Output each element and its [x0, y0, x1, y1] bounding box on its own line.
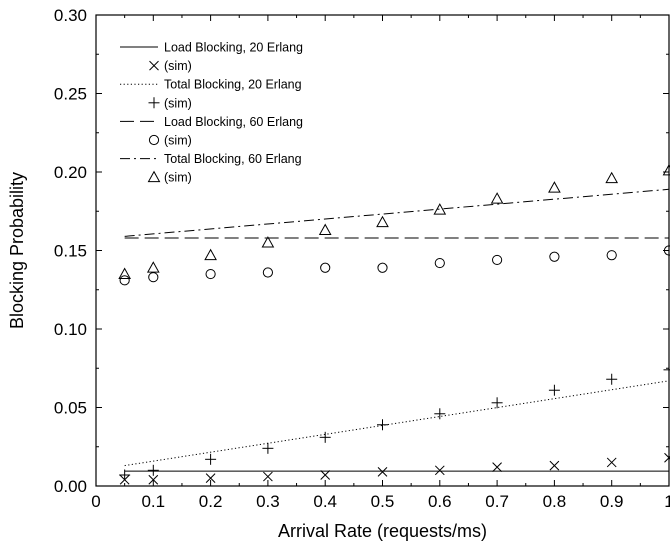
y-tick-label: 0.25 — [54, 85, 87, 104]
y-tick-label: 0.30 — [54, 6, 87, 25]
legend-label: Load Blocking, 20 Erlang — [164, 41, 303, 55]
data-point-circle — [148, 272, 159, 283]
legend-label: Load Blocking, 60 Erlang — [164, 115, 303, 129]
data-point-circle — [119, 275, 130, 286]
y-tick-label: 0.05 — [54, 399, 87, 418]
series-line-6 — [124, 188, 670, 237]
data-point-plus — [377, 419, 388, 431]
data-point-triangle — [433, 203, 447, 215]
legend-marker-plus — [148, 97, 160, 109]
legend-item: (sim) — [149, 59, 192, 73]
x-tick-label: 0.8 — [543, 492, 567, 511]
data-point-circle — [492, 254, 503, 266]
legend-label: Total Blocking, 20 Erlang — [164, 78, 302, 92]
legend-item: (sim) — [147, 170, 192, 185]
x-tick-label: 0.1 — [141, 492, 165, 511]
data-point-plus — [491, 397, 503, 409]
data-point-triangle — [548, 181, 561, 193]
data-point-x — [263, 471, 273, 482]
data-point-plus — [262, 442, 274, 454]
data-point-x — [492, 462, 502, 473]
data-point-plus — [147, 464, 159, 476]
data-point-plus — [548, 384, 560, 396]
legend-marker-circle — [148, 134, 160, 146]
data-point-circle — [377, 262, 388, 273]
data-point-x — [549, 460, 560, 471]
series-lines-layer — [124, 188, 670, 472]
y-tick-label: 0.20 — [54, 163, 87, 182]
tick-labels-layer: 0 0.1 0.2 0.3 0.4 0.5 0.6 0.7 0.8 0.9 1 0.00 0.05 0.1… — [54, 6, 670, 511]
data-point-triangle — [605, 171, 619, 184]
data-point-x — [320, 470, 331, 480]
legend-item: (sim) — [148, 96, 192, 110]
x-tick-label: 0.4 — [313, 492, 337, 511]
legend-label: Total Blocking, 60 Erlang — [164, 152, 302, 166]
legend-item: Load Blocking, 60 Erlang — [120, 115, 303, 129]
data-point-x — [434, 465, 445, 476]
data-point-plus — [434, 408, 446, 420]
data-point-x — [606, 457, 617, 468]
legend-label: (sim) — [164, 171, 192, 185]
legend: Load Blocking, 20 Erlang (sim) Total Block… — [120, 41, 303, 185]
data-point-circle — [262, 267, 273, 278]
data-point-triangle — [118, 267, 131, 279]
legend-item: Total Blocking, 60 Erlang — [120, 152, 302, 166]
x-tick-label: 0.9 — [600, 492, 624, 511]
data-point-triangle — [261, 236, 275, 248]
data-point-plus — [205, 453, 217, 465]
legend-marker-x — [149, 60, 159, 71]
data-point-circle — [320, 262, 331, 273]
data-point-triangle — [376, 215, 389, 228]
data-point-triangle — [318, 223, 332, 235]
legend-label: (sim) — [164, 59, 192, 73]
data-point-x — [205, 473, 216, 484]
legend-item: Total Blocking, 20 Erlang — [120, 78, 302, 92]
plot-area-frame — [95, 14, 670, 487]
data-point-x — [377, 467, 388, 477]
legend-label: (sim) — [164, 96, 192, 110]
data-point-triangle — [204, 248, 217, 261]
x-tick-label: 0.3 — [256, 492, 280, 511]
data-point-circle — [434, 257, 445, 269]
y-axis-title: Blocking Probability — [7, 172, 27, 329]
x-tick-label: 0.6 — [428, 492, 452, 511]
legend-label: (sim) — [164, 134, 192, 148]
x-tick-label: 0.2 — [199, 492, 223, 511]
data-point-plus — [606, 373, 618, 385]
data-point-circle — [549, 251, 560, 262]
legend-item: (sim) — [148, 134, 192, 148]
series-markers-layer — [118, 163, 670, 485]
data-point-circle — [205, 268, 216, 280]
y-tick-label: 0.10 — [54, 320, 87, 339]
y-tick-label: 0.15 — [54, 242, 87, 261]
series-line-2 — [124, 380, 670, 467]
data-point-plus — [119, 469, 131, 481]
x-tick-label: 0.7 — [485, 492, 509, 511]
legend-item: Load Blocking, 20 Erlang — [120, 41, 303, 55]
x-tick-label: 0 — [91, 492, 100, 511]
x-axis-title: Arrival Rate (requests/ms) — [278, 521, 487, 541]
data-point-triangle — [490, 192, 504, 204]
y-tick-label: 0.00 — [54, 477, 87, 496]
x-tick-label: 0.5 — [371, 492, 395, 511]
x-tick-label: 1 — [664, 492, 670, 511]
legend-marker-triangle — [147, 170, 161, 183]
data-point-x — [148, 474, 159, 485]
data-point-circle — [606, 250, 617, 261]
data-point-plus — [319, 431, 331, 443]
data-point-triangle — [146, 261, 160, 273]
